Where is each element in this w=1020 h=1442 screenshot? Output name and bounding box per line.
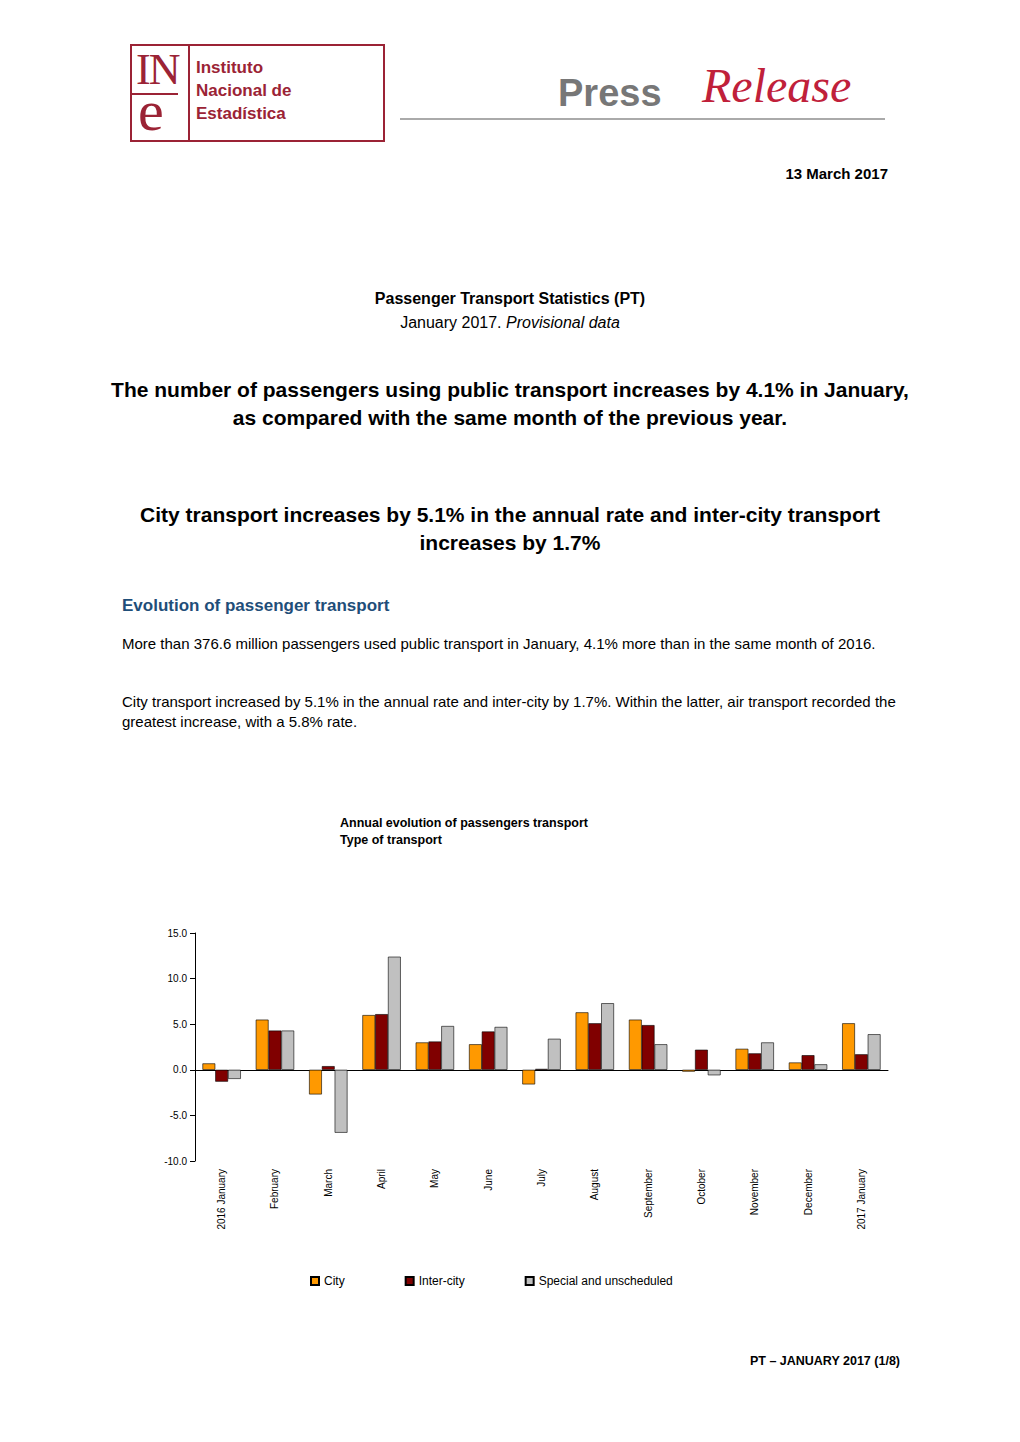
html-text:Evolution of passenger transpo: Evolution of passenger transport (122, 596, 390, 615)
html-text:Annual evolution of passengers: Annual evolution of passengers transport (340, 816, 588, 830)
svg-text:-10.0: -10.0 (164, 1156, 187, 1167)
html-text:Estadística: Estadística (196, 104, 286, 123)
svg-text:5.0: 5.0 (173, 1019, 187, 1030)
html-text:More than 376.6 million passen: More than 376.6 million passengers used … (122, 635, 876, 652)
html-text:January 2017. Provisional data: January 2017. Provisional data (400, 314, 620, 331)
svg-text:August: August (589, 1169, 600, 1200)
html-text:Nacional de: Nacional de (196, 81, 292, 100)
svg-text:June: June (483, 1169, 494, 1191)
svg-text:2017 January: 2017 January (856, 1169, 867, 1230)
html-text:The number of passengers using: The number of passengers using public tr… (111, 378, 909, 429)
svg-text:10.0: 10.0 (168, 973, 188, 984)
svg-text:15.0: 15.0 (168, 928, 188, 939)
svg-text:November: November (749, 1168, 760, 1215)
svg-text:0.0: 0.0 (173, 1064, 187, 1075)
html-text:City transport increased by 5.: City transport increased by 5.1% in the … (122, 693, 896, 730)
svg-text:July: July (536, 1169, 547, 1187)
svg-text:September: September (643, 1168, 654, 1218)
svg-text:Special and unscheduled: Special and unscheduled (539, 1274, 673, 1288)
svg-text:2016 January: 2016 January (216, 1169, 227, 1230)
svg-text:March: March (323, 1169, 334, 1197)
svg-text:City: City (324, 1274, 345, 1288)
svg-text:February: February (269, 1169, 280, 1209)
html-text:Type of transport: Type of transport (340, 833, 442, 847)
svg-text:October: October (696, 1168, 707, 1204)
html-text:13 March 2017: 13 March 2017 (785, 165, 888, 182)
html-text:Passenger Transport Statistics: Passenger Transport Statistics (PT) (374, 290, 646, 307)
html-text:PT – JANUARY 2017 (1/8): PT – JANUARY 2017 (1/8) (749, 1354, 900, 1368)
svg-text:-5.0: -5.0 (170, 1110, 188, 1121)
svg-text:December: December (803, 1168, 814, 1215)
html-text:Press: Press (558, 72, 662, 114)
html-text:Release: Release (702, 59, 852, 112)
svg-text:Inter-city: Inter-city (419, 1274, 465, 1288)
svg-text:April: April (376, 1169, 387, 1189)
svg-text:May: May (429, 1169, 440, 1188)
html-text:Instituto: Instituto (196, 58, 263, 77)
html-text:e: e (138, 78, 164, 143)
html-text:City transport increases by 5.: City transport increases by 5.1% in the … (140, 503, 880, 554)
html-text:IN: IN (136, 45, 179, 94)
